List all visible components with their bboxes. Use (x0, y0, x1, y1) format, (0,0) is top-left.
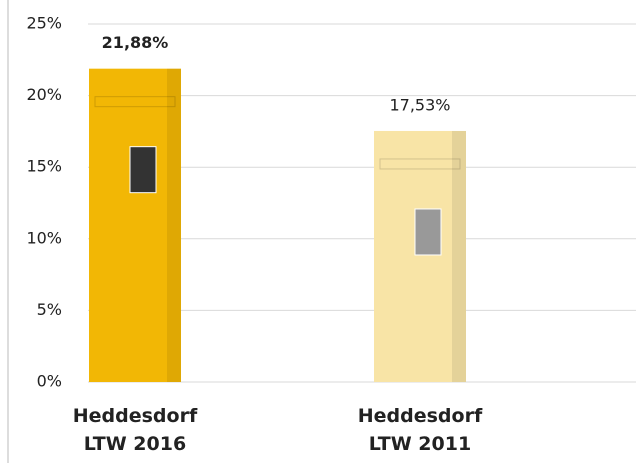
mailbox-side (167, 68, 181, 382)
value-label: 17,53% (389, 95, 450, 114)
bar (374, 130, 466, 382)
y-tick-label: 0% (37, 372, 62, 391)
y-tick-label: 5% (37, 300, 62, 319)
y-tick-label: 20% (26, 85, 62, 104)
mailbox-side (452, 130, 466, 382)
y-tick-label: 25% (26, 14, 62, 33)
mailbox-sign (414, 208, 442, 256)
value-label: 21,88% (102, 33, 169, 52)
mailbox-slot (94, 96, 176, 108)
x-tick-label: Heddesdorf LTW 2016 (72, 405, 198, 455)
x-tick-label: Heddesdorf LTW 2011 (357, 405, 483, 455)
mailbox-sign (129, 146, 157, 194)
y-tick-label: 15% (26, 157, 62, 176)
bar (89, 68, 181, 382)
y-tick-label: 10% (26, 228, 62, 247)
mailbox-slot (379, 158, 461, 170)
